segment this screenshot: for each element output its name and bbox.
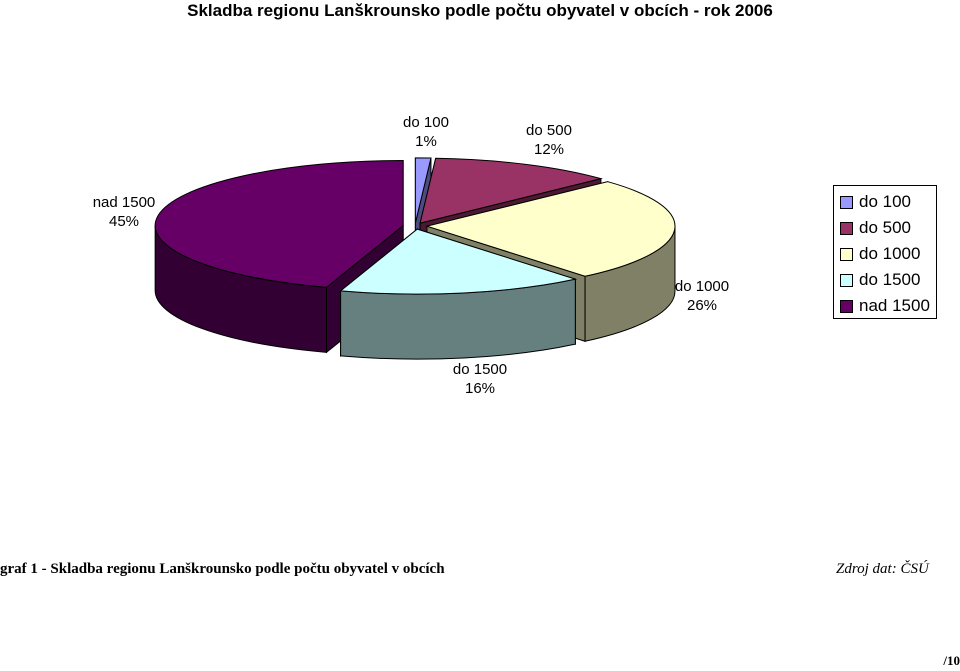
data-label-do-500: do 500 12% — [519, 121, 579, 159]
chart-title: Skladba regionu Lanškrounsko podle počtu… — [187, 1, 773, 20]
page-number: /10 — [943, 653, 960, 668]
legend-label: do 500 — [859, 218, 911, 237]
legend-label: do 100 — [859, 192, 911, 211]
legend-swatch — [840, 195, 853, 209]
data-label-do-1500-value: 16% — [464, 380, 496, 397]
data-label-do-500-value: 12% — [533, 141, 565, 158]
data-label-do-100: do 100 1% — [397, 113, 455, 151]
data-label-nad-1500: nad 1500 45% — [88, 193, 160, 231]
legend-item-do-100: do 100 — [840, 189, 936, 215]
pie-slice-do-500 — [419, 157, 603, 224]
pie-slice-do-100 — [414, 157, 432, 223]
legend-swatch — [840, 221, 853, 235]
legend-item-do-1000: do 1000 — [840, 241, 936, 267]
data-label-nad-1500-value: 45% — [108, 213, 140, 230]
data-label-do-500-category: do 500 — [526, 122, 572, 139]
data-label-do-1000: do 1000 26% — [670, 277, 734, 315]
data-label-do-100-category: do 100 — [403, 114, 449, 131]
data-label-do-1500: do 1500 16% — [445, 360, 515, 398]
figure-caption: graf 1 - Skladba regionu Lanškrounsko po… — [0, 561, 445, 577]
pie-slice-nad-1500 — [154, 160, 404, 288]
legend-swatch — [840, 273, 853, 287]
pie-chart — [154, 157, 676, 360]
legend-item-do-1500: do 1500 — [840, 267, 936, 293]
legend-item-do-500: do 500 — [840, 215, 936, 241]
data-source: Zdroj dat: ČSÚ — [836, 561, 929, 577]
data-label-do-100-value: 1% — [415, 133, 437, 150]
legend-item-nad-1500: nad 1500 — [840, 293, 936, 319]
data-label-do-1000-value: 26% — [686, 297, 718, 314]
legend-swatch — [840, 299, 853, 313]
pie-slice-do-1000 — [425, 181, 676, 277]
data-label-nad-1500-category: nad 1500 — [92, 194, 156, 211]
chart-legend: do 100 do 500 do 1000 do 1500 nad 1500 — [833, 185, 937, 319]
legend-label: do 1000 — [859, 244, 921, 263]
legend-swatch — [840, 247, 853, 261]
pie-slice-do-1500 — [339, 228, 578, 295]
legend-label: do 1500 — [859, 270, 921, 289]
legend-label: nad 1500 — [859, 296, 930, 315]
data-label-do-1500-category: do 1500 — [452, 361, 508, 378]
data-label-do-1000-category: do 1000 — [674, 278, 730, 295]
